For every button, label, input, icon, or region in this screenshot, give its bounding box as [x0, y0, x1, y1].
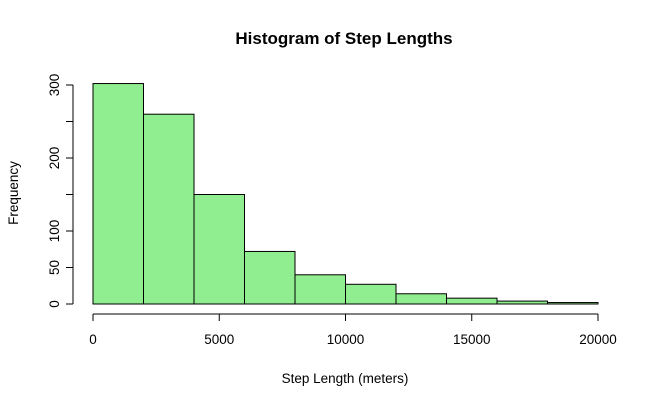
- histogram-bar-5: [345, 283, 397, 305]
- bars-group: [92, 83, 599, 305]
- histogram-bar-9: [547, 302, 599, 305]
- y-tick-label-4: 200: [47, 147, 62, 170]
- x-tick-label-1: 5000: [204, 332, 234, 347]
- x-axis: 0 5000 10000 15000 20000: [89, 313, 617, 347]
- x-tick-label-2: 10000: [327, 332, 365, 347]
- histogram-bar-4: [294, 274, 346, 305]
- histogram-bar-1: [143, 113, 195, 305]
- y-axis: 0 50 100 200 300: [47, 74, 74, 308]
- chart-title: Histogram of Step Lengths: [235, 29, 452, 48]
- x-tick-label-0: 0: [89, 332, 97, 347]
- histogram-bar-2: [193, 194, 245, 305]
- y-tick-label-0: 0: [47, 300, 62, 308]
- histogram-bar-3: [244, 250, 296, 305]
- y-axis-label: Frequency: [6, 161, 21, 225]
- x-tick-label-4: 20000: [579, 332, 617, 347]
- histogram-bar-6: [395, 293, 447, 305]
- y-tick-label-6: 300: [47, 74, 62, 97]
- histogram-bar-7: [446, 297, 498, 305]
- x-tick-label-3: 15000: [453, 332, 491, 347]
- y-tick-label-1: 50: [47, 260, 62, 275]
- y-tick-label-2: 100: [47, 220, 62, 243]
- histogram-bar-0: [92, 83, 144, 305]
- histogram-bar-8: [496, 300, 548, 305]
- x-axis-label: Step Length (meters): [282, 371, 409, 386]
